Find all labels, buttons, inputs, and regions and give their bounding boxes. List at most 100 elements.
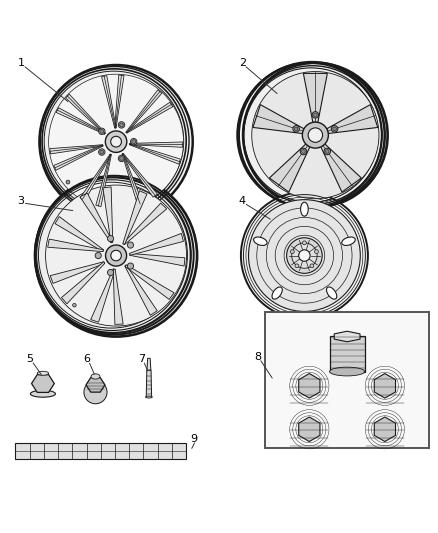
Polygon shape [130, 143, 180, 164]
Circle shape [118, 122, 125, 128]
Circle shape [286, 238, 322, 273]
Bar [329, 336, 364, 372]
Circle shape [131, 139, 137, 145]
Polygon shape [123, 203, 167, 245]
Polygon shape [96, 154, 111, 207]
Ellipse shape [37, 372, 49, 375]
Circle shape [39, 65, 193, 219]
Polygon shape [327, 104, 378, 133]
Polygon shape [80, 154, 111, 200]
Polygon shape [122, 154, 143, 205]
Polygon shape [126, 90, 162, 133]
Ellipse shape [30, 390, 56, 397]
Polygon shape [86, 377, 105, 392]
Ellipse shape [91, 374, 100, 379]
Polygon shape [126, 102, 173, 133]
Polygon shape [123, 191, 147, 245]
Circle shape [243, 63, 388, 207]
Text: 7: 7 [138, 354, 145, 364]
Text: 4: 4 [239, 197, 246, 206]
Polygon shape [147, 358, 151, 370]
Polygon shape [32, 375, 54, 392]
Circle shape [310, 264, 314, 268]
Polygon shape [130, 142, 183, 147]
Polygon shape [269, 144, 310, 192]
Circle shape [120, 157, 124, 160]
Polygon shape [115, 75, 124, 128]
Circle shape [100, 130, 104, 133]
Polygon shape [48, 239, 103, 252]
Circle shape [294, 127, 298, 131]
Polygon shape [103, 187, 113, 243]
Circle shape [73, 303, 76, 307]
Polygon shape [374, 374, 396, 398]
Polygon shape [102, 76, 116, 128]
Circle shape [290, 250, 294, 254]
Circle shape [46, 185, 187, 326]
Circle shape [332, 126, 338, 132]
Circle shape [314, 113, 317, 117]
Ellipse shape [326, 287, 337, 299]
Circle shape [308, 128, 322, 142]
Circle shape [314, 250, 318, 254]
Polygon shape [56, 108, 105, 134]
Circle shape [302, 150, 305, 154]
Polygon shape [125, 265, 174, 300]
Polygon shape [50, 262, 105, 284]
Circle shape [293, 126, 299, 132]
Circle shape [241, 192, 368, 319]
Circle shape [324, 148, 331, 155]
Polygon shape [122, 154, 157, 197]
Circle shape [118, 155, 125, 161]
Polygon shape [80, 193, 113, 243]
Circle shape [248, 200, 360, 311]
Ellipse shape [330, 367, 364, 376]
Bar [265, 312, 429, 448]
Polygon shape [146, 370, 152, 397]
Circle shape [107, 236, 113, 241]
Circle shape [127, 242, 134, 248]
Text: 3: 3 [18, 197, 25, 206]
Polygon shape [321, 144, 361, 192]
Ellipse shape [254, 237, 267, 245]
Circle shape [302, 122, 328, 148]
Polygon shape [130, 233, 184, 255]
Text: 9: 9 [191, 434, 198, 444]
Circle shape [299, 250, 310, 261]
Circle shape [106, 245, 127, 266]
Polygon shape [61, 262, 105, 304]
Circle shape [99, 128, 105, 134]
Text: 1: 1 [18, 59, 25, 68]
Polygon shape [374, 417, 396, 441]
Circle shape [252, 71, 379, 199]
Circle shape [106, 131, 127, 152]
Circle shape [120, 123, 124, 127]
Polygon shape [50, 145, 103, 154]
Text: 2: 2 [239, 59, 246, 68]
Bar [15, 442, 186, 459]
Text: 5: 5 [26, 354, 33, 364]
Polygon shape [66, 94, 105, 134]
Polygon shape [130, 253, 185, 266]
Polygon shape [91, 269, 115, 322]
Circle shape [49, 74, 184, 209]
Circle shape [100, 150, 104, 154]
Ellipse shape [145, 396, 152, 398]
Circle shape [35, 174, 197, 336]
Circle shape [95, 253, 101, 259]
Polygon shape [253, 104, 304, 133]
Circle shape [99, 149, 105, 155]
Ellipse shape [342, 237, 355, 245]
Polygon shape [113, 269, 123, 325]
Circle shape [84, 381, 107, 404]
Polygon shape [304, 74, 327, 123]
Circle shape [295, 264, 299, 268]
Polygon shape [55, 216, 103, 252]
Circle shape [333, 127, 336, 131]
Ellipse shape [300, 202, 308, 216]
Circle shape [292, 243, 317, 268]
Circle shape [325, 150, 329, 154]
Circle shape [111, 136, 121, 147]
Polygon shape [299, 374, 320, 398]
Polygon shape [299, 417, 320, 441]
